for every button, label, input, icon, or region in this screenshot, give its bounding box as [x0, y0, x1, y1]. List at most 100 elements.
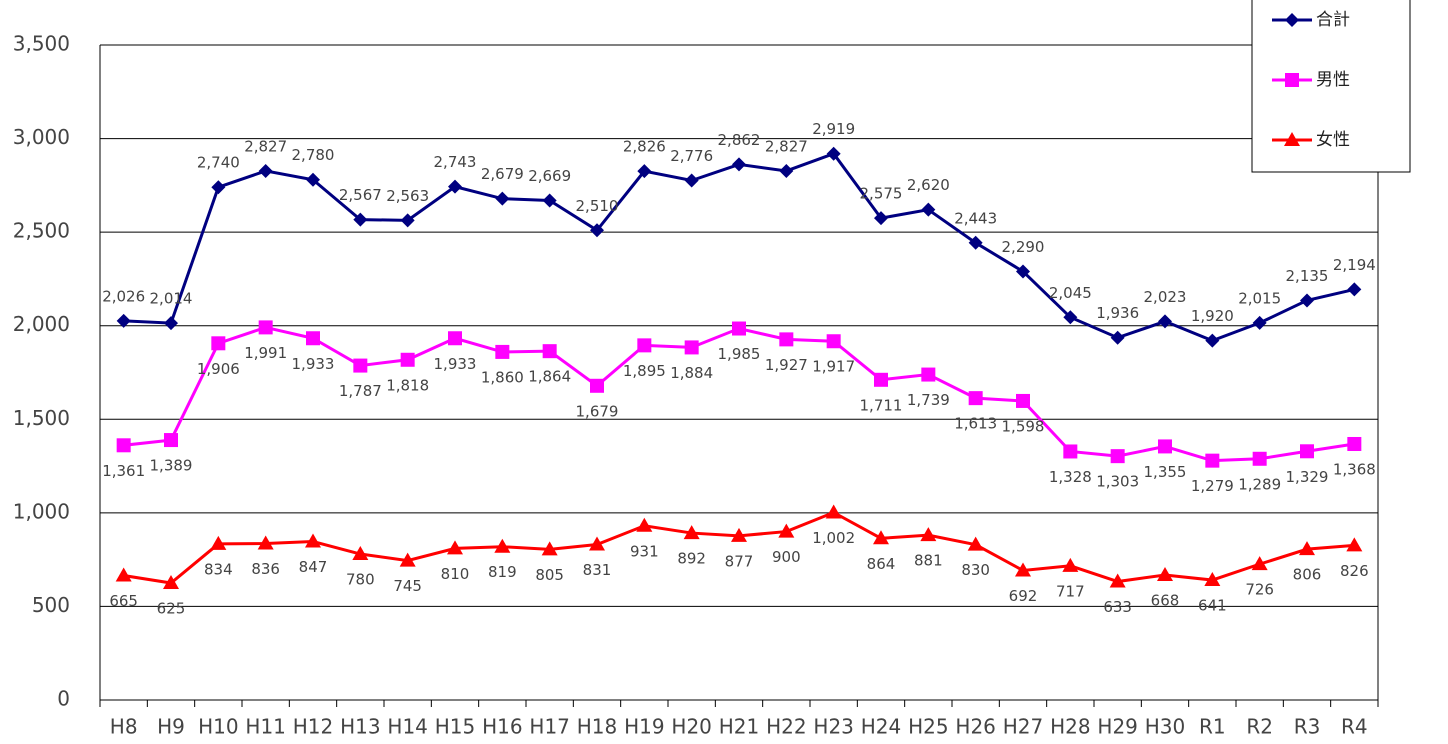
marker [1300, 293, 1314, 308]
data-label: 836 [251, 560, 280, 578]
data-label: 1,818 [386, 376, 429, 394]
marker [306, 331, 320, 346]
marker [542, 344, 557, 359]
marker [306, 172, 320, 187]
marker [1299, 541, 1315, 556]
marker [589, 536, 605, 551]
data-label: 931 [630, 542, 659, 560]
data-label: 2,567 [339, 186, 382, 204]
marker [1158, 439, 1172, 454]
marker [448, 179, 462, 194]
data-label: 2,023 [1144, 288, 1187, 306]
marker [1157, 566, 1173, 581]
data-label: 726 [1245, 581, 1274, 599]
data-label: 2,045 [1049, 284, 1092, 302]
data-label: 1,787 [339, 382, 382, 400]
x-tick-label: H26 [955, 715, 996, 739]
marker [211, 336, 226, 351]
data-label: 881 [914, 552, 943, 570]
marker [495, 344, 510, 359]
data-label: 1,361 [102, 462, 145, 480]
data-label: 1,355 [1144, 463, 1187, 481]
marker [352, 546, 369, 561]
y-tick-label: 1,500 [13, 406, 70, 430]
data-label: 1,289 [1238, 475, 1281, 493]
y-tick-label: 3,000 [13, 125, 70, 149]
data-label: 633 [1103, 598, 1132, 616]
data-label: 1,329 [1286, 468, 1329, 486]
data-label: 2,826 [623, 138, 666, 156]
legend-label: 男性 [1316, 70, 1350, 90]
marker [684, 340, 699, 355]
x-tick-label: H11 [245, 715, 286, 739]
marker [494, 538, 511, 553]
marker [1110, 449, 1125, 464]
marker [968, 235, 983, 250]
marker [116, 313, 131, 328]
data-label: 2,743 [434, 153, 477, 171]
marker [1015, 562, 1031, 577]
data-label: 805 [535, 566, 564, 584]
x-tick-label: H16 [482, 715, 523, 739]
marker [826, 334, 841, 349]
marker [731, 527, 747, 542]
data-label: 2,862 [718, 131, 761, 149]
data-label: 1,933 [292, 355, 335, 373]
data-label: 2,194 [1333, 256, 1376, 274]
marker [399, 552, 416, 567]
marker [921, 202, 936, 217]
marker [968, 391, 983, 406]
x-tick-label: H15 [435, 715, 476, 739]
data-label: 810 [441, 565, 470, 583]
x-tick-label: H28 [1050, 715, 1091, 739]
data-label: 1,598 [1002, 417, 1045, 435]
data-label: 1,328 [1049, 468, 1092, 486]
marker [873, 530, 889, 545]
legend-label: 女性 [1316, 130, 1350, 150]
data-label: 2,026 [102, 287, 145, 305]
marker [1285, 73, 1299, 87]
data-label: 1,927 [765, 356, 808, 374]
marker [448, 331, 462, 346]
marker [590, 223, 604, 238]
data-label: 1,991 [244, 344, 287, 362]
data-label: 1,303 [1096, 473, 1139, 491]
marker [495, 191, 510, 206]
data-label: 830 [961, 561, 990, 579]
x-tick-label: H12 [293, 715, 334, 739]
data-label: 1,679 [576, 402, 619, 420]
marker [1063, 444, 1078, 459]
marker [447, 540, 463, 555]
marker [732, 157, 746, 172]
marker [164, 316, 178, 331]
marker [1251, 556, 1268, 571]
x-tick-label: H18 [577, 715, 618, 739]
data-label: 1,613 [954, 415, 997, 433]
marker [541, 541, 558, 556]
x-tick-label: R3 [1294, 715, 1321, 739]
data-label: 806 [1293, 566, 1322, 584]
data-label: 1,920 [1191, 307, 1234, 325]
marker [1016, 264, 1030, 279]
marker [400, 352, 415, 367]
x-tick-label: H21 [719, 715, 760, 739]
marker [1158, 314, 1172, 329]
data-label: 892 [677, 550, 706, 568]
data-label: 641 [1198, 597, 1227, 615]
x-tick-label: R2 [1246, 715, 1273, 739]
marker [874, 372, 888, 387]
data-label: 625 [157, 600, 186, 618]
x-tick-label: R1 [1199, 715, 1226, 739]
data-label: 1,368 [1333, 460, 1376, 478]
marker [258, 320, 273, 335]
data-label: 900 [772, 548, 801, 566]
data-label: 2,290 [1002, 238, 1045, 256]
marker [211, 180, 226, 195]
data-label: 692 [1009, 587, 1038, 605]
marker [637, 164, 652, 179]
marker [353, 358, 368, 373]
marker [920, 527, 937, 542]
x-tick-label: H27 [1003, 715, 1044, 739]
